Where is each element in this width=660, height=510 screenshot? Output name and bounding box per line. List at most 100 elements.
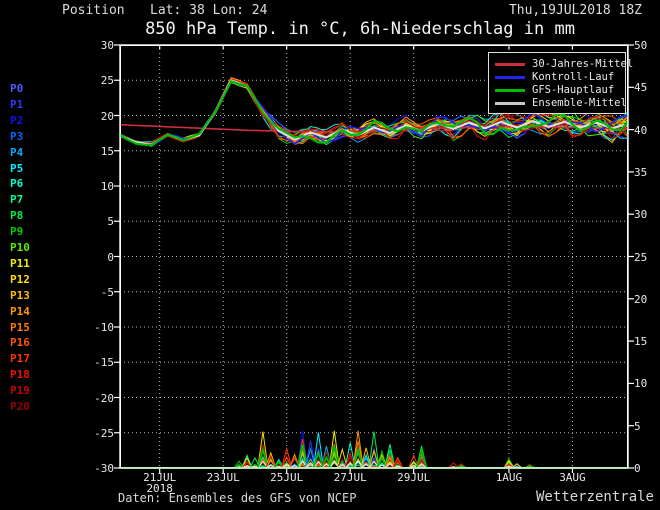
precip-member-P12: [336, 447, 348, 469]
time-tick-label: 27JUL: [333, 471, 367, 484]
precip-tick-label: 30: [634, 208, 648, 222]
precip-member-P14: [368, 448, 380, 469]
precip-tick-label: 10: [634, 377, 648, 391]
position-label: Position: [62, 3, 125, 18]
temp-tick-label: -15: [94, 356, 114, 370]
precip-member-P11: [503, 460, 515, 469]
temp-tick-label: 15: [100, 144, 114, 158]
legend-swatch-climate-mean: [495, 62, 525, 66]
precip-tick-label: 40: [634, 123, 648, 137]
precip-tick-label: 5: [634, 419, 641, 433]
legend-label-ensemble-mean: Ensemble-Mittel: [532, 97, 627, 109]
legend-label-main-run: GFS-Hauptlauf: [532, 84, 615, 96]
precip-member-P11: [328, 430, 340, 469]
member-label-P20: P20: [10, 400, 30, 413]
member-label-P9: P9: [10, 225, 24, 239]
member-label-P11: P11: [10, 256, 30, 270]
legend-swatch-main-run: [495, 88, 525, 92]
page-title: 850 hPa Temp. in °C, 6h-Niederschlag in …: [145, 19, 575, 39]
member-label-P10: P10: [10, 241, 30, 254]
time-tick-label: 1AUG: [495, 471, 523, 484]
precip-main-run: [256, 446, 269, 469]
time-axis-year: 2018: [146, 482, 173, 495]
precip-member-P18: [281, 454, 293, 469]
precip-main-run: [352, 446, 365, 469]
precip-main-run: [296, 444, 309, 469]
member-label-P8: P8: [10, 209, 24, 223]
time-tick-label: 23JUL: [206, 471, 240, 484]
legend-item-ensemble-mean: Ensemble-Mittel: [495, 97, 627, 109]
run-datetime: Thu,19JUL2018 18Z: [508, 3, 642, 18]
legend-swatch-control-run: [495, 75, 525, 79]
precip-main-run: [328, 445, 341, 469]
precip-member-P18: [447, 462, 459, 469]
legend-item-control-run: Kontroll-Lauf: [495, 71, 620, 83]
temp-tick-label: -10: [94, 321, 114, 334]
temp-tick-label: -5: [100, 285, 114, 299]
time-tick-label: 21JUL: [143, 471, 177, 484]
legend-item-main-run: GFS-Hauptlauf: [495, 84, 620, 96]
member-label-P15: P15: [10, 320, 30, 334]
member-label-P5: P5: [10, 161, 24, 175]
precip-member-P19: [392, 459, 404, 469]
temp-tick-label: 10: [100, 180, 114, 193]
member-label-P17: P17: [10, 352, 30, 366]
precip-member-P7: [384, 444, 396, 469]
member-label-P7: P7: [10, 193, 24, 207]
temp-tick-label: 0: [107, 250, 114, 264]
precip-main-run: [415, 447, 428, 469]
legend-swatch-ensemble-mean: [495, 101, 525, 105]
legend-label-control-run: Kontroll-Lauf: [532, 71, 615, 83]
precip-tick-label: 45: [634, 81, 648, 95]
precip-member-P6: [344, 442, 356, 469]
precip-member-P12: [241, 457, 253, 469]
member-label-P4: P4: [10, 145, 24, 159]
precip-tick-label: 35: [634, 165, 648, 179]
member-label-P14: P14: [10, 304, 30, 318]
legend-box: 30-Jahres-Mittel Kontroll-Lauf GFS-Hauptla…: [488, 52, 633, 114]
precip-ensemble-mean: [416, 463, 428, 469]
precip-member-P1: [304, 440, 317, 469]
precip-tick-label: 50: [634, 39, 648, 52]
position-value: Lat: 38 Lon: 24: [150, 3, 268, 18]
time-tick-label: 3AUG: [559, 471, 586, 484]
member-label-P18: P18: [10, 368, 30, 382]
precip-main-run: [312, 450, 325, 469]
temp-tick-label: 20: [100, 109, 114, 123]
temp-tick-label: -25: [94, 426, 114, 440]
precip-member-P5: [312, 432, 324, 469]
precip-tick-label: 15: [634, 335, 648, 349]
temp-tick-label: 25: [100, 74, 114, 88]
member-label-P2: P2: [10, 113, 24, 127]
brand-label: Wetterzentrale: [535, 489, 654, 505]
member-label-P3: P3: [10, 129, 24, 143]
precip-member-P17: [281, 446, 293, 469]
legend-item-climate-mean: 30-Jahres-Mittel: [495, 58, 633, 70]
precip-member-P12: [257, 431, 269, 469]
temp-tick-label: -30: [94, 462, 114, 475]
temp-tick-label: -20: [94, 391, 114, 405]
temp-main-run: [119, 79, 629, 147]
precip-tick-label: 0: [634, 462, 641, 475]
data-source-label: Daten: Ensembles des GFS von NCEP: [118, 491, 357, 505]
temp-tick-label: 5: [107, 215, 114, 229]
precip-member-P18: [265, 454, 277, 469]
precip-member-P14: [352, 430, 364, 469]
precip-tick-label: 25: [634, 250, 648, 264]
member-label-P6: P6: [10, 177, 24, 191]
time-tick-label: 25JUL: [270, 471, 304, 484]
member-label-P0: P0: [10, 82, 24, 95]
precip-member-P12: [511, 463, 523, 469]
member-label-P16: P16: [10, 336, 30, 350]
precip-tick-label: 20: [634, 292, 648, 306]
precip-member-P9: [384, 449, 396, 469]
member-label-P19: P19: [10, 384, 30, 398]
member-label-P12: P12: [10, 272, 30, 286]
member-label-P1: P1: [10, 97, 24, 111]
member-label-P13: P13: [10, 288, 30, 302]
precip-member-P16: [384, 454, 396, 469]
temp-tick-label: 30: [100, 39, 114, 52]
legend-label-climate-mean: 30-Jahres-Mittel: [532, 58, 634, 70]
